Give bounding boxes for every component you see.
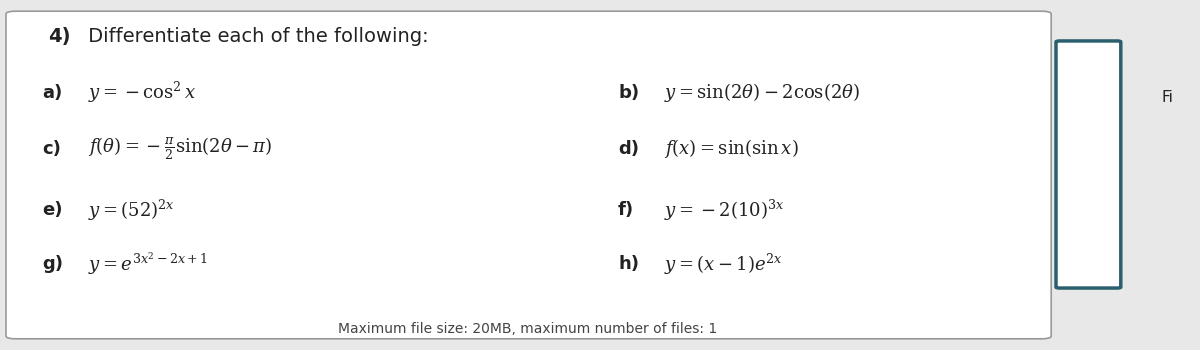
Text: $y = \sin(2\theta) - 2\cos(2\theta)$: $y = \sin(2\theta) - 2\cos(2\theta)$ [664,81,859,104]
Text: d): d) [618,140,640,158]
Text: Differentiate each of the following:: Differentiate each of the following: [82,27,428,46]
FancyBboxPatch shape [6,11,1051,339]
Text: $y = e^{3x^2-2x+1}$: $y = e^{3x^2-2x+1}$ [88,251,208,278]
Text: Fi: Fi [1162,91,1174,105]
Text: $y = -2(10)^{3x}$: $y = -2(10)^{3x}$ [664,197,784,223]
Text: $f(x) = \sin(\sin x)$: $f(x) = \sin(\sin x)$ [664,137,798,160]
Text: b): b) [618,84,640,102]
Text: a): a) [42,84,62,102]
Text: 4): 4) [48,27,71,46]
Text: Maximum file size: 20MB, maximum number of files: 1: Maximum file size: 20MB, maximum number … [338,322,718,336]
Text: e): e) [42,201,62,219]
Text: h): h) [618,255,640,273]
Text: $y = (x-1)e^{2x}$: $y = (x-1)e^{2x}$ [664,252,782,277]
Text: g): g) [42,255,64,273]
FancyBboxPatch shape [1056,41,1121,288]
Text: f): f) [618,201,634,219]
Text: $y = -\cos^2 x$: $y = -\cos^2 x$ [88,80,196,105]
Text: $f(\theta) = -\frac{\pi}{2}\sin(2\theta - \pi)$: $f(\theta) = -\frac{\pi}{2}\sin(2\theta … [88,135,272,162]
Text: c): c) [42,140,61,158]
Text: $y = (52)^{2x}$: $y = (52)^{2x}$ [88,197,174,223]
